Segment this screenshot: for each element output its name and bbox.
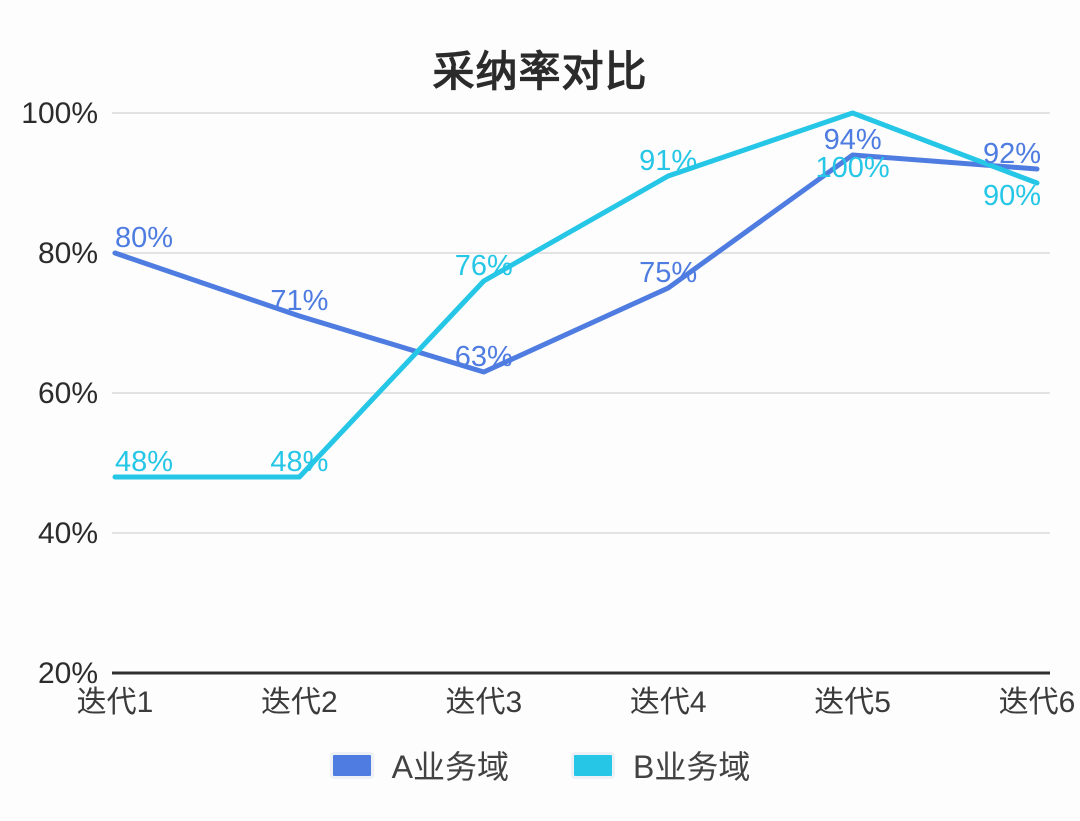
- legend-item-series-b[interactable]: B业务域: [571, 742, 750, 788]
- data-label-series-a: 94%: [824, 124, 882, 156]
- x-category-label: 迭代1: [77, 686, 154, 719]
- x-category-label: 迭代3: [445, 686, 522, 719]
- legend-item-series-a[interactable]: A业务域: [329, 742, 509, 788]
- data-label-series-a: 75%: [639, 257, 697, 289]
- x-category-label: 迭代4: [630, 686, 707, 719]
- data-label-series-b: 48%: [115, 446, 173, 478]
- data-label-series-a: 92%: [983, 138, 1041, 170]
- y-tick-label: 80%: [38, 237, 98, 270]
- data-label-series-b: 91%: [639, 145, 697, 177]
- chart-title: 采纳率对比: [432, 48, 648, 95]
- data-label-series-b: 48%: [270, 446, 328, 478]
- data-label-series-b: 76%: [455, 250, 513, 282]
- y-tick-label: 20%: [38, 657, 98, 690]
- legend-label-series-a: A业务域: [391, 749, 509, 785]
- x-category-label: 迭代6: [999, 686, 1076, 719]
- series-line-a[interactable]: [112, 152, 1040, 375]
- y-tick-label: 60%: [38, 377, 98, 410]
- legend-swatch-series-b: [571, 751, 615, 779]
- legend-label-series-b: B业务域: [633, 749, 751, 785]
- chart-legend: A业务域 B业务域: [0, 742, 1080, 788]
- data-label-series-a: 63%: [455, 341, 513, 373]
- series-line-b[interactable]: [112, 110, 1040, 480]
- data-label-series-b: 90%: [983, 180, 1041, 212]
- data-label-series-b: 100%: [816, 152, 890, 184]
- x-category-label: 迭代2: [261, 686, 338, 719]
- y-tick-label: 100%: [21, 97, 98, 130]
- legend-swatch-series-a: [329, 751, 374, 779]
- y-tick-label: 40%: [38, 517, 98, 550]
- data-label-series-a: 80%: [115, 222, 173, 254]
- data-label-series-a: 71%: [270, 285, 328, 317]
- x-category-label: 迭代5: [814, 686, 891, 719]
